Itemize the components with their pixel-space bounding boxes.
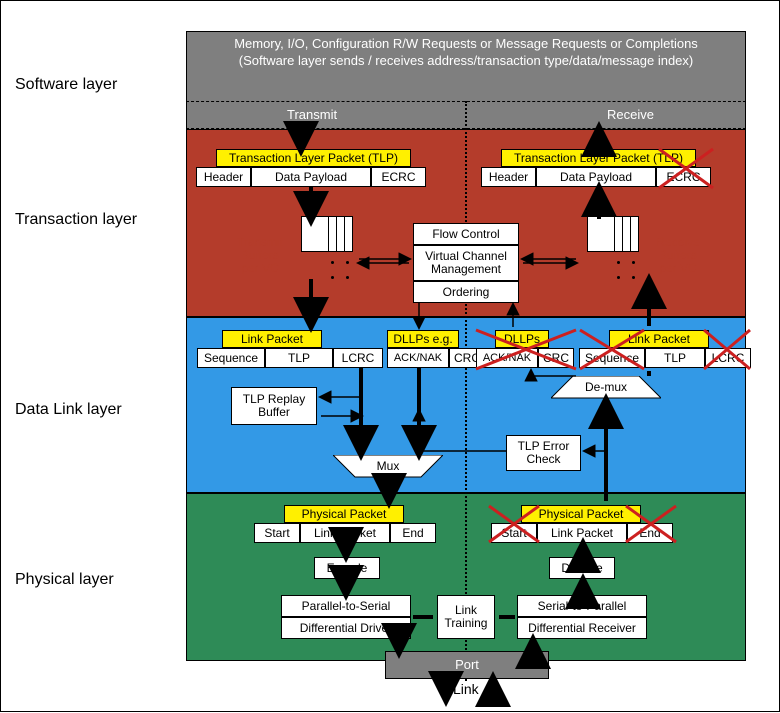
label-txbuf: Transmit Buffers per VC [231,236,289,276]
label-transaction: Transaction layer [15,211,137,229]
mux-shape: Mux [333,455,443,479]
label-transmit: Transmit [287,107,337,122]
tlp-tx-payload: Data Payload [251,167,371,187]
box-vcm: Virtual Channel Management [413,245,519,281]
link-rx-title: Link Packet [609,330,709,348]
phys-rx-title: Physical Packet [521,505,641,523]
link-rx-seq: Sequence [579,348,645,368]
tlp-rx-header: Header [481,167,536,187]
phys-tx-start: Start [254,523,300,543]
center-divider [465,101,467,681]
dllp-rx-seg: ACK/NAK CRC [476,348,574,368]
phys-rx-seg: Start Link Packet End [491,523,673,543]
demux-label: De-mux [585,380,627,394]
box-decode: Decode [549,557,615,579]
header-line1: Memory, I/O, Configuration R/W Requests … [187,32,745,53]
tlp-tx-ecrc: ECRC [371,167,426,187]
dllp-tx-seg: ACK/NAK CRC [387,348,485,368]
dots-tx [331,261,349,279]
box-ordering: Ordering [413,281,519,303]
box-tlperr: TLP Error Check [506,435,581,471]
box-s2p: Serial-to-Parallel [517,595,647,617]
link-tx-lcrc: LCRC [333,348,383,368]
phys-tx-title: Physical Packet [284,505,404,523]
tlp-rx-seg: Header Data Payload ECRC [481,167,711,187]
dots-rx [617,261,635,279]
box-dr: Differential Receiver [517,617,647,639]
link-tx-seq: Sequence [197,348,265,368]
dllp-tx-ack: ACK/NAK [387,348,449,368]
tlp-tx-header: Header [196,167,251,187]
phys-rx-lp: Link Packet [537,523,627,543]
label-physical: Physical layer [15,571,114,589]
mux-label: Mux [377,459,400,473]
phys-rx-start: Start [491,523,537,543]
dllp-tx-title: DLLPs e.g. [387,330,459,348]
link-rx-tlp: TLP [645,348,705,368]
demux-shape: De-mux [551,376,661,400]
layer-software: Memory, I/O, Configuration R/W Requests … [186,31,746,105]
box-dd: Differential Driver [281,617,411,639]
header-line2: (Software layer sends / receives address… [187,53,745,70]
phys-tx-lp: Link Packet [300,523,390,543]
dllp-rx-crc: CRC [538,348,574,368]
tlp-rx-title: Transaction Layer Packet (TLP) [501,149,696,167]
tlp-rx-payload: Data Payload [536,167,656,187]
label-datalink: Data Link layer [15,401,122,419]
link-tx-title: Link Packet [222,330,322,348]
tlp-rx-ecrc: ECRC [656,167,711,187]
phys-rx-end: End [627,523,673,543]
tlp-tx-title: Transaction Layer Packet (TLP) [216,149,411,167]
label-link: Link [453,681,479,697]
box-encode: Encode [314,557,380,579]
box-linktraining: Link Training [437,595,495,639]
label-receive: Receive [607,107,654,122]
phys-tx-end: End [390,523,436,543]
link-tx-tlp: TLP [265,348,333,368]
phys-tx-seg: Start Link Packet End [254,523,436,543]
label-software: Software layer [15,76,117,94]
box-replay: TLP Replay Buffer [231,387,317,425]
box-port: Port [385,651,549,679]
link-tx-seg: Sequence TLP LCRC [197,348,383,368]
tlp-tx-seg: Header Data Payload ECRC [196,167,426,187]
dllp-rx-title: DLLPs [495,330,549,348]
link-rx-lcrc: LCRC [705,348,751,368]
link-rx-seg: Sequence TLP LCRC [579,348,751,368]
label-rxbuf: Receive Buffers per VC [649,236,707,276]
box-p2s: Parallel-to-Serial [281,595,411,617]
box-flowcontrol: Flow Control [413,223,519,245]
dllp-rx-ack: ACK/NAK [476,348,538,368]
